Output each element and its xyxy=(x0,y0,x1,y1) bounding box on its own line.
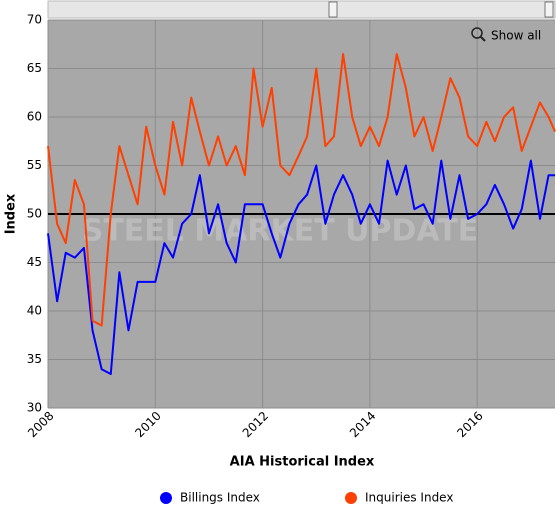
x-axis-label: AIA Historical Index xyxy=(230,455,375,470)
x-tick-label: 2012 xyxy=(240,409,271,440)
y-axis-label: Index xyxy=(4,193,19,234)
show-all-button[interactable]: Show all xyxy=(491,29,541,43)
y-tick-label: 50 xyxy=(27,207,42,221)
zoom-icon-handle[interactable] xyxy=(480,36,486,42)
x-tick-label: 2010 xyxy=(132,409,163,440)
x-tick-label: 2014 xyxy=(347,409,378,440)
y-tick-label: 70 xyxy=(27,13,42,27)
y-tick-label: 40 xyxy=(27,304,42,318)
zoom-icon[interactable] xyxy=(471,27,483,39)
scroll-handle[interactable] xyxy=(328,1,338,18)
legend-label: Inquiries Index xyxy=(365,491,453,505)
y-tick-label: 55 xyxy=(27,158,42,172)
y-tick-label: 30 xyxy=(27,401,42,415)
y-tick-label: 45 xyxy=(27,255,42,269)
y-tick-label: 65 xyxy=(27,61,42,75)
y-tick-label: 60 xyxy=(27,110,42,124)
legend-label: Billings Index xyxy=(180,491,260,505)
scroll-handle[interactable] xyxy=(544,1,554,18)
legend-marker xyxy=(160,492,172,504)
scrollbar[interactable] xyxy=(47,0,556,19)
legend-marker xyxy=(345,492,357,504)
series-line xyxy=(47,52,556,327)
x-tick-label: 2016 xyxy=(454,409,485,440)
y-tick-label: 35 xyxy=(27,352,42,366)
watermark: STEEL MARKET UPDATE xyxy=(82,214,479,249)
series-line xyxy=(47,159,555,376)
